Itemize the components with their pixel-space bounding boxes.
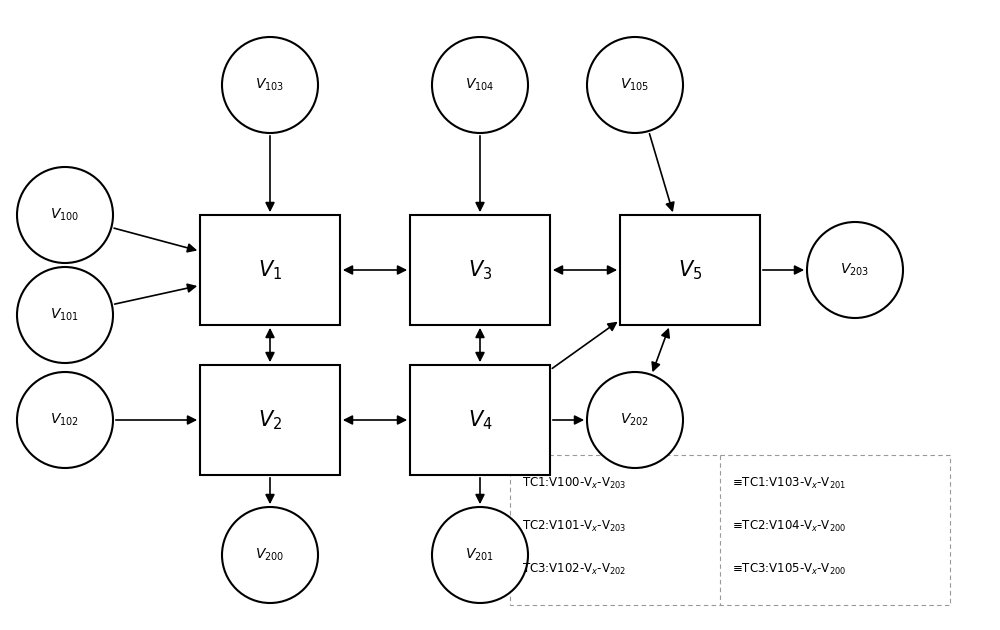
Bar xyxy=(510,455,950,605)
Text: V$_1$: V$_1$ xyxy=(258,258,282,282)
Text: V$_{202}$: V$_{202}$ xyxy=(620,412,650,428)
Text: V$_{105}$: V$_{105}$ xyxy=(620,77,650,93)
Text: ≡TC1:V103-V$_x$-V$_{201}$: ≡TC1:V103-V$_x$-V$_{201}$ xyxy=(732,476,846,491)
Bar xyxy=(620,215,760,325)
Circle shape xyxy=(587,372,683,468)
Text: ≡TC2:V104-V$_x$-V$_{200}$: ≡TC2:V104-V$_x$-V$_{200}$ xyxy=(732,518,846,534)
Bar xyxy=(410,365,550,475)
Text: TC1:V100-V$_x$-V$_{203}$: TC1:V100-V$_x$-V$_{203}$ xyxy=(522,476,626,491)
Text: V$_5$: V$_5$ xyxy=(678,258,702,282)
Bar xyxy=(200,365,340,475)
Circle shape xyxy=(222,507,318,603)
Text: V$_{201}$: V$_{201}$ xyxy=(465,547,495,563)
Circle shape xyxy=(587,37,683,133)
Circle shape xyxy=(432,37,528,133)
Circle shape xyxy=(17,267,113,363)
Text: V$_{103}$: V$_{103}$ xyxy=(255,77,285,93)
Text: V$_{200}$: V$_{200}$ xyxy=(255,547,285,563)
Text: TC2:V101-V$_x$-V$_{203}$: TC2:V101-V$_x$-V$_{203}$ xyxy=(522,518,626,534)
Bar xyxy=(410,215,550,325)
Text: V$_{104}$: V$_{104}$ xyxy=(465,77,495,93)
Text: V$_2$: V$_2$ xyxy=(258,408,282,432)
Bar xyxy=(200,215,340,325)
Circle shape xyxy=(432,507,528,603)
Circle shape xyxy=(222,37,318,133)
Circle shape xyxy=(807,222,903,318)
Circle shape xyxy=(17,372,113,468)
Text: V$_{101}$: V$_{101}$ xyxy=(50,307,80,323)
Text: V$_{203}$: V$_{203}$ xyxy=(840,262,870,278)
Text: V$_{100}$: V$_{100}$ xyxy=(50,207,80,223)
Text: V$_{102}$: V$_{102}$ xyxy=(50,412,80,428)
Text: ≡TC3:V105-V$_x$-V$_{200}$: ≡TC3:V105-V$_x$-V$_{200}$ xyxy=(732,561,846,576)
Text: TC3:V102-V$_x$-V$_{202}$: TC3:V102-V$_x$-V$_{202}$ xyxy=(522,561,626,576)
Text: V$_3$: V$_3$ xyxy=(468,258,492,282)
Text: V$_4$: V$_4$ xyxy=(468,408,492,432)
Circle shape xyxy=(17,167,113,263)
